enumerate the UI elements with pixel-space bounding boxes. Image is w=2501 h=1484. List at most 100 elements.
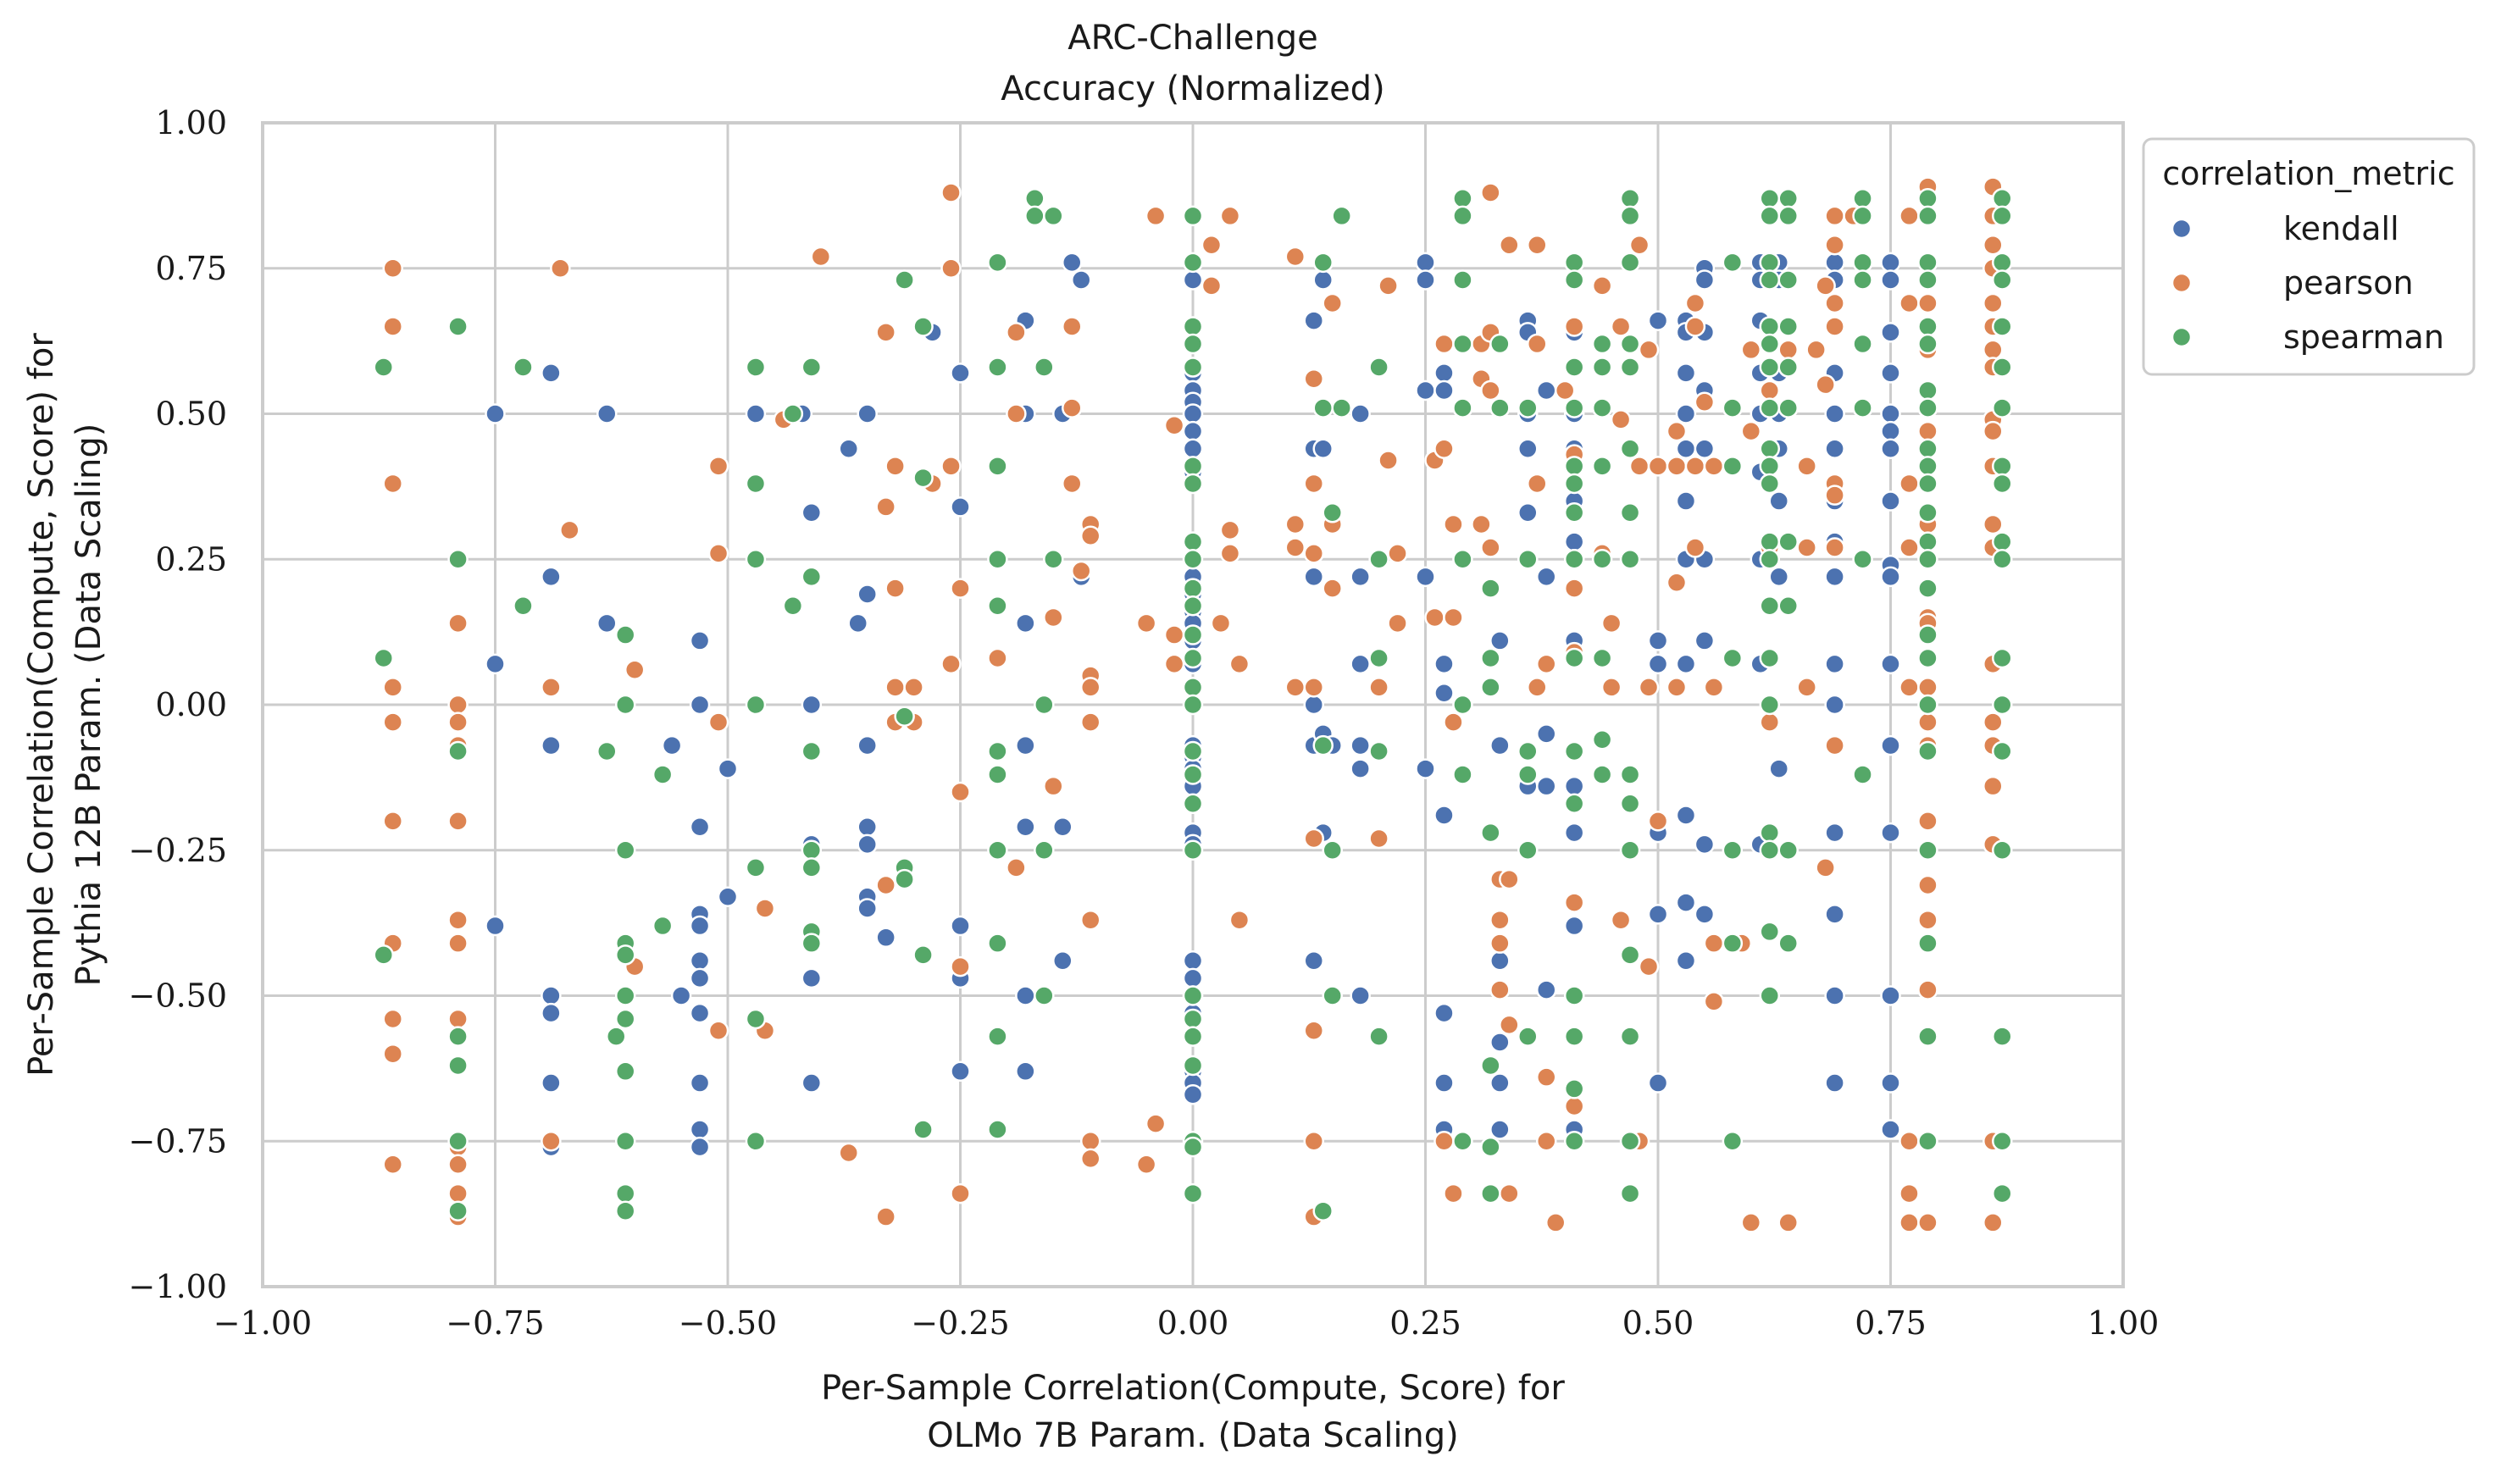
kendall-point <box>1489 1032 1511 1053</box>
spearman-point <box>1759 921 1781 943</box>
spearman-point <box>605 1026 627 1047</box>
pearson-point <box>1434 1131 1455 1152</box>
spearman-point <box>1777 839 1799 861</box>
pearson-point <box>1740 339 1762 361</box>
kendall-point <box>801 1072 823 1094</box>
x-tick-label: −0.25 <box>911 1304 1009 1342</box>
kendall-point <box>1880 438 1901 459</box>
kendall-point <box>689 630 711 651</box>
spearman-point <box>1917 839 1938 861</box>
pearson-point <box>382 712 403 733</box>
spearman-point <box>1563 397 1585 418</box>
spearman-point <box>801 857 823 878</box>
spearman-point <box>1917 473 1938 495</box>
spearman-point <box>1591 397 1613 418</box>
pearson-point <box>1647 456 1669 477</box>
kendall-point <box>1535 723 1557 745</box>
spearman-point <box>1182 839 1204 861</box>
spearman-point <box>801 566 823 588</box>
pearson-point <box>1899 537 1920 558</box>
kendall-point <box>1880 252 1901 274</box>
kendall-point <box>1675 805 1697 826</box>
kendall-point <box>1015 1060 1036 1083</box>
pearson-point <box>1824 235 1845 256</box>
spearman-point <box>1563 252 1585 274</box>
spearman-point <box>1777 397 1799 418</box>
kendall-point <box>1350 566 1371 588</box>
spearman-point <box>1182 1136 1204 1158</box>
kendall-point <box>1675 490 1697 512</box>
spearman-point <box>1759 822 1781 844</box>
y-axis-label-line-2: Pythia 12B Param. (Data Scaling) <box>69 424 108 987</box>
spearman-point <box>1992 205 2013 227</box>
spearman-point <box>1480 1136 1501 1158</box>
pearson-point <box>382 1043 403 1065</box>
pearson-point <box>1527 677 1548 698</box>
spearman-point <box>1489 333 1511 355</box>
spearman-point <box>894 706 915 727</box>
spearman-point <box>1759 316 1781 337</box>
pearson-point <box>1145 1113 1167 1134</box>
pearson-point <box>1805 339 1827 361</box>
kendall-point <box>1880 490 1901 512</box>
pearson-point <box>447 694 469 716</box>
pearson-point <box>1006 403 1027 424</box>
spearman-point <box>1917 379 1938 401</box>
kendall-point <box>1535 566 1557 588</box>
pearson-point <box>1759 379 1781 401</box>
pearson-point <box>1982 235 2004 256</box>
pearson-point <box>382 677 403 698</box>
kendall-point <box>857 584 878 605</box>
pearson-point <box>1824 485 1845 506</box>
pearson-point <box>1703 456 1725 477</box>
spearman-point <box>373 944 394 966</box>
kendall-point <box>1350 653 1371 675</box>
pearson-point <box>940 257 962 279</box>
spearman-point <box>1368 740 1389 762</box>
kendall-point <box>1434 363 1455 384</box>
pearson-point <box>1322 292 1343 314</box>
spearman-point <box>1852 269 1873 291</box>
pearson-point <box>1368 677 1389 698</box>
kendall-point <box>689 915 711 937</box>
spearman-point <box>1591 357 1613 378</box>
spearman-point <box>447 316 469 337</box>
spearman-point <box>1852 397 1873 418</box>
kendall-point <box>1824 653 1845 675</box>
pearson-point <box>1777 1212 1799 1233</box>
pearson-point <box>1387 612 1408 634</box>
kendall-point <box>1517 502 1539 523</box>
spearman-point <box>1182 205 1204 227</box>
pearson-point <box>550 257 571 279</box>
spearman-point <box>1619 252 1641 274</box>
spearman-point <box>1368 357 1389 378</box>
pearson-point <box>1777 339 1799 361</box>
pearson-point <box>950 955 971 977</box>
pearson-point <box>1684 316 1706 337</box>
spearman-point <box>1563 647 1585 669</box>
kendall-point <box>541 734 562 756</box>
pearson-point <box>382 316 403 337</box>
kendall-point <box>1563 775 1585 797</box>
kendall-point <box>661 734 683 756</box>
pearson-point <box>447 1008 469 1030</box>
pearson-point <box>541 677 562 698</box>
kendall-point <box>717 758 739 779</box>
kendall-point <box>1675 363 1697 384</box>
kendall-point <box>1647 630 1669 651</box>
spearman-point <box>1517 740 1539 762</box>
pearson-point <box>1303 828 1324 850</box>
pearson-point <box>1201 275 1223 296</box>
kendall-point <box>1824 904 1845 925</box>
spearman-point <box>1759 357 1781 378</box>
kendall-point <box>1647 904 1669 925</box>
kendall-point <box>1694 269 1716 291</box>
pearson-point <box>1917 874 1938 896</box>
spearman-point <box>1917 694 1938 716</box>
kendall-point <box>1182 403 1204 424</box>
kendall-point <box>689 817 711 838</box>
spearman-point <box>1563 1078 1585 1099</box>
spearman-point <box>1852 333 1873 355</box>
kendall-point <box>857 833 878 856</box>
pearson-point <box>1303 473 1324 495</box>
